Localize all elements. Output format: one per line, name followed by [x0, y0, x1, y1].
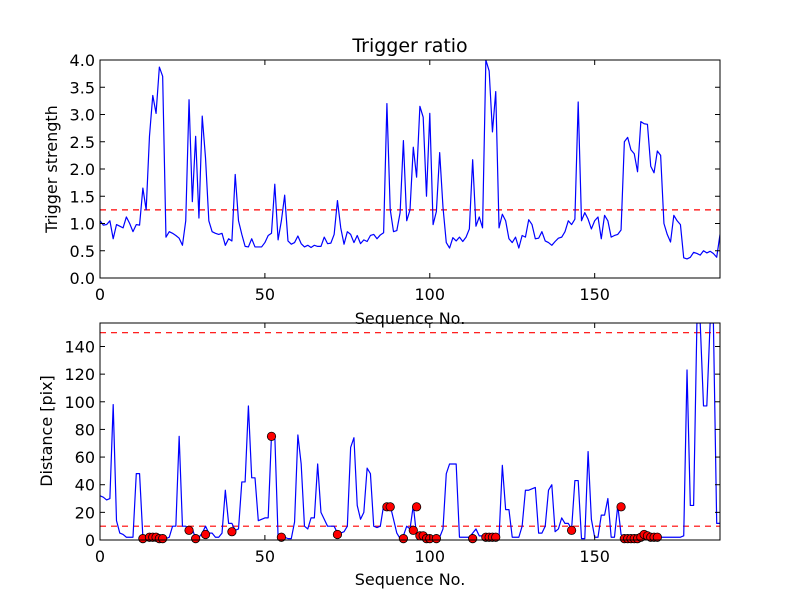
- y-tick-label: 1.5: [70, 187, 95, 206]
- y-tick-label: 120: [64, 365, 95, 384]
- y-tick-label: 140: [64, 337, 95, 356]
- y-tick-label: 3.5: [70, 78, 95, 97]
- chart-title: Trigger ratio: [351, 35, 467, 57]
- data-point: [184, 525, 194, 535]
- y-tick-label: 4.0: [70, 51, 95, 70]
- data-point: [468, 534, 478, 544]
- y-axis-label: Distance [pix]: [37, 375, 56, 487]
- y-tick-label: 1.0: [70, 215, 95, 234]
- data-point: [652, 532, 662, 542]
- data-point: [158, 534, 168, 544]
- x-tick-label: 50: [255, 547, 275, 566]
- plot-frame: [99, 322, 721, 541]
- x-tick-label: 0: [95, 285, 105, 304]
- trigger-ratio-plot: Trigger ratio 0 50 100 150 0.0 0.5 1.0 1.5 2.0 2.…: [42, 35, 721, 328]
- x-tick-label: 100: [415, 547, 446, 566]
- y-tick-label: 3.0: [70, 106, 95, 125]
- y-tick-label: 2.5: [70, 133, 95, 152]
- y-tick-label: 20: [75, 503, 95, 522]
- y-tick-label: 100: [64, 393, 95, 412]
- data-point: [491, 532, 501, 542]
- data-point: [616, 502, 626, 512]
- y-axis-label: Trigger strength: [42, 105, 61, 234]
- data-point: [266, 431, 277, 441]
- plot-frame: [99, 59, 721, 279]
- series-line: [100, 60, 720, 260]
- data-point: [332, 529, 343, 540]
- data-point: [566, 525, 577, 535]
- y-tick-label: 0: [85, 531, 95, 550]
- x-tick-label: 100: [415, 285, 446, 304]
- y-tick-label: 80: [75, 420, 95, 439]
- y-tick-label: 60: [75, 448, 95, 467]
- x-tick-label: 150: [579, 547, 610, 566]
- data-point: [411, 502, 422, 512]
- data-point: [431, 534, 441, 544]
- data-point: [385, 502, 395, 512]
- x-axis-label: Sequence No.: [355, 309, 466, 328]
- y-tick-label: 0.0: [70, 269, 95, 288]
- x-axis-label: Sequence No.: [355, 570, 466, 589]
- data-point: [408, 525, 418, 535]
- x-tick-label: 0: [95, 547, 105, 566]
- y-tick-label: 40: [75, 476, 95, 495]
- data-point: [191, 534, 201, 544]
- data-point: [200, 529, 211, 540]
- data-point: [398, 534, 409, 544]
- y-tick-label: 2.0: [70, 160, 95, 179]
- distance-plot: 0 50 100 150 0 20 40 60 80 100 120 140 Sequence No.…: [37, 322, 721, 589]
- data-point: [276, 532, 286, 542]
- data-point: [227, 527, 237, 537]
- y-tick-label: 0.5: [70, 242, 95, 261]
- x-tick-label: 150: [579, 285, 610, 304]
- x-tick-label: 50: [255, 285, 275, 304]
